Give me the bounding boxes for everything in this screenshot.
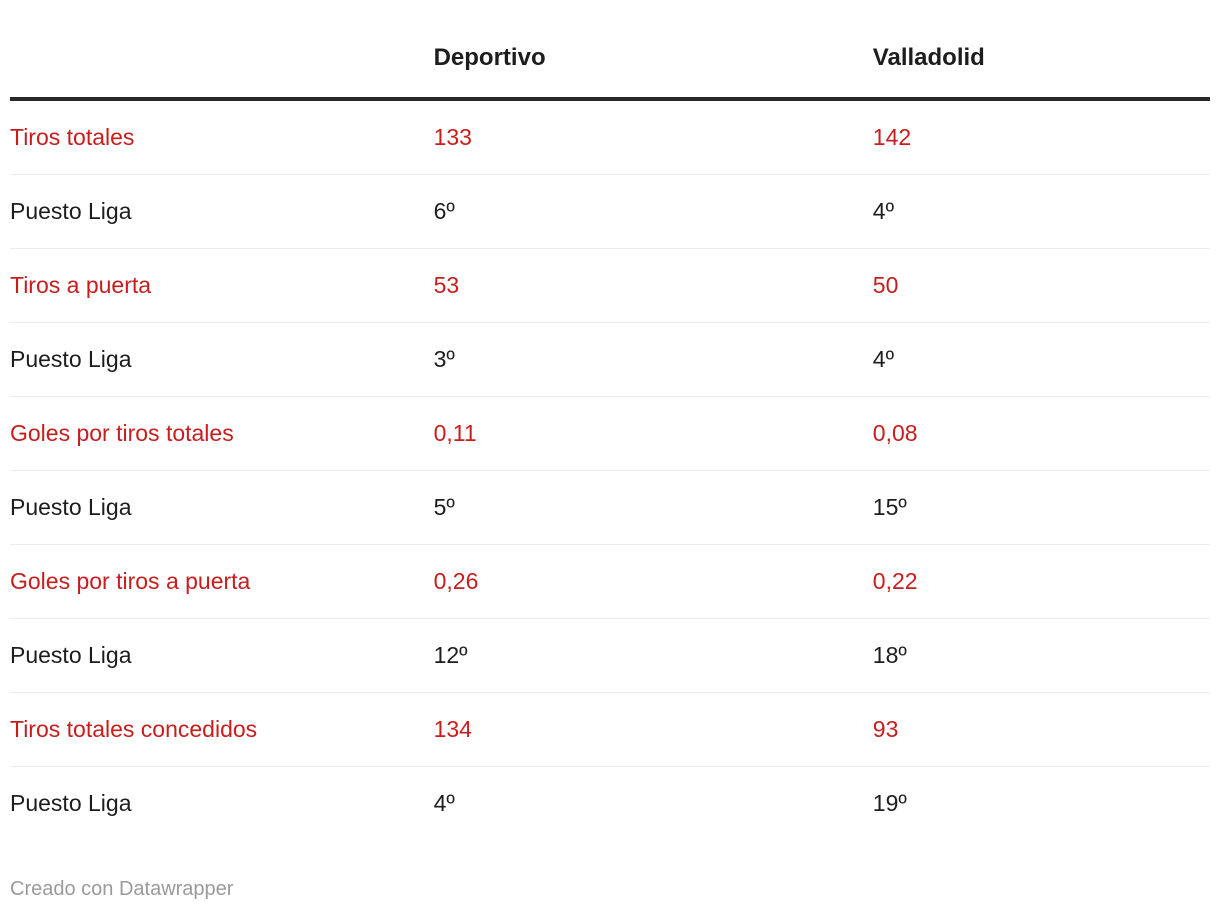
cell-deportivo: 4º [433, 789, 455, 816]
row-label: Puesto Liga [10, 618, 434, 693]
cell-valladolid: 142 [872, 98, 1210, 175]
cell-valladolid: 0,08 [872, 396, 1210, 471]
cell-deportivo: 53 [433, 248, 873, 323]
datawrapper-attribution-link[interactable]: Creado con Datawrapper [10, 877, 234, 900]
attribution-footer: Creado con Datawrapper [10, 840, 1210, 901]
row-label: Puesto Liga [10, 470, 434, 545]
table-row-tiros-a-puerta: Tiros a puerta 53 50 [10, 248, 1210, 323]
row-label: Puesto Liga [10, 174, 434, 249]
cell-valladolid: 93 [872, 692, 1210, 767]
header-valladolid: Valladolid [872, 0, 1210, 101]
table-row-goles-por-tiros-a-puerta: Goles por tiros a puerta 0,26 0,22 [10, 544, 1210, 619]
table-row-puesto-liga: Puesto Liga 5º 15º [10, 470, 1210, 545]
cell-deportivo: 5º [433, 470, 873, 545]
cell-valladolid: 4º [872, 322, 1210, 397]
cell-deportivo: 3º [433, 322, 873, 397]
table-row-goles-por-tiros-totales: Goles por tiros totales 0,11 0,08 [10, 396, 1210, 471]
table-row-puesto-liga: Puesto Liga 4º 19º [10, 766, 1210, 840]
cell-valladolid: 0,22 [872, 544, 1210, 619]
row-label: Tiros totales concedidos [10, 692, 434, 767]
table-row-tiros-totales: Tiros totales 133 142 [10, 98, 1210, 175]
cell-deportivo: 134 [433, 692, 873, 767]
cell-valladolid: 50 [872, 248, 1210, 323]
row-label: Tiros a puerta [10, 248, 434, 323]
header-empty [10, 0, 434, 101]
cell-valladolid: 15º [872, 470, 1210, 545]
row-label: Tiros totales [10, 98, 434, 175]
row-label: Puesto Liga [10, 789, 132, 816]
cell-deportivo: 0,11 [433, 396, 873, 471]
table-row-puesto-liga: Puesto Liga 6º 4º [10, 174, 1210, 249]
table-row-puesto-liga: Puesto Liga 12º 18º [10, 618, 1210, 693]
header-row: Deportivo Valladolid [10, 0, 1210, 101]
header-deportivo: Deportivo [433, 0, 873, 101]
cell-valladolid: 19º [872, 789, 907, 816]
stats-table: Deportivo Valladolid Tiros totales 133 1… [10, 0, 1210, 840]
cell-deportivo: 12º [433, 618, 873, 693]
cell-valladolid: 18º [872, 618, 1210, 693]
row-label: Goles por tiros totales [10, 396, 434, 471]
cell-deportivo: 6º [433, 174, 873, 249]
cell-valladolid: 4º [872, 174, 1210, 249]
cell-deportivo: 0,26 [433, 544, 873, 619]
table-row-tiros-totales-concedidos: Tiros totales concedidos 134 93 [10, 692, 1210, 767]
table-row-puesto-liga: Puesto Liga 3º 4º [10, 322, 1210, 397]
row-label: Puesto Liga [10, 322, 434, 397]
row-label: Goles por tiros a puerta [10, 544, 434, 619]
cell-deportivo: 133 [433, 98, 873, 175]
